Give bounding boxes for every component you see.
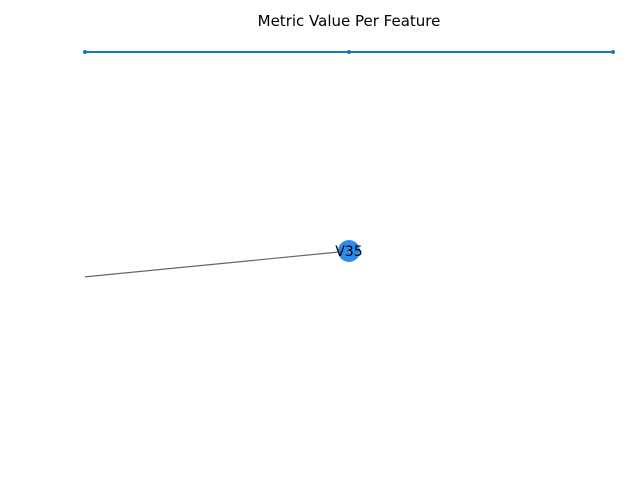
series-point [611,50,615,54]
series-point [83,50,87,54]
plot-area: V35 [83,50,615,278]
annotation-connector-line [84,250,350,278]
chart-title: Metric Value Per Feature [258,12,441,30]
series-point [347,50,351,54]
annotation-node-label: V35 [335,244,362,260]
annotation-node [338,240,360,262]
